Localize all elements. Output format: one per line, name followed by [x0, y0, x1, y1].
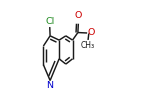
- Text: Cl: Cl: [45, 17, 54, 26]
- Text: CH₃: CH₃: [81, 41, 95, 50]
- Text: O: O: [88, 28, 95, 38]
- Text: N: N: [46, 81, 53, 90]
- Text: O: O: [75, 11, 82, 20]
